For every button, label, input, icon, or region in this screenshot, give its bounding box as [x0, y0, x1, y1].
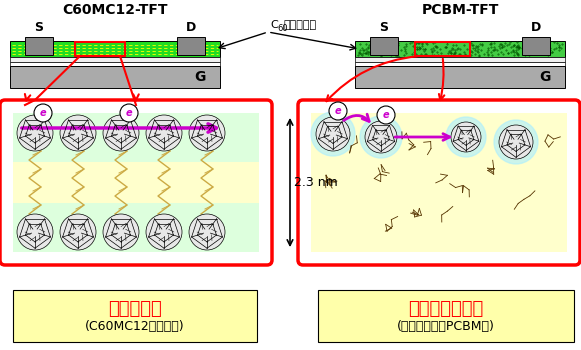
- Bar: [355, 62, 565, 66]
- Text: e: e: [40, 108, 46, 118]
- Bar: [13, 162, 259, 203]
- Circle shape: [17, 115, 53, 151]
- Text: e: e: [335, 106, 341, 116]
- Circle shape: [451, 122, 481, 152]
- Text: D: D: [186, 21, 196, 34]
- Circle shape: [377, 106, 395, 124]
- Circle shape: [103, 214, 139, 250]
- Circle shape: [365, 121, 397, 153]
- Circle shape: [103, 115, 139, 151]
- Bar: [355, 41, 565, 57]
- Bar: [522, 37, 550, 55]
- Text: e: e: [125, 108, 132, 118]
- Circle shape: [146, 214, 182, 250]
- Circle shape: [360, 116, 402, 158]
- Text: D: D: [531, 21, 541, 34]
- Bar: [355, 66, 565, 88]
- Text: (アモルファスPCBM膜): (アモルファスPCBM膜): [397, 320, 495, 333]
- Circle shape: [120, 104, 138, 122]
- Circle shape: [499, 125, 533, 159]
- Text: バンド伝導: バンド伝導: [108, 300, 162, 318]
- Bar: [10, 57, 220, 62]
- Circle shape: [329, 102, 347, 120]
- FancyBboxPatch shape: [298, 100, 580, 265]
- FancyBboxPatch shape: [0, 100, 272, 265]
- Text: S: S: [379, 21, 389, 34]
- Bar: [415, 42, 470, 56]
- Bar: [13, 113, 259, 252]
- Circle shape: [17, 214, 53, 250]
- Circle shape: [316, 117, 350, 151]
- Text: PCBM-TFT: PCBM-TFT: [421, 3, 498, 17]
- Circle shape: [189, 115, 225, 151]
- Bar: [355, 57, 565, 62]
- FancyBboxPatch shape: [318, 290, 574, 342]
- Circle shape: [60, 214, 96, 250]
- Circle shape: [446, 117, 486, 157]
- Text: C: C: [270, 20, 278, 30]
- Text: 60: 60: [277, 24, 288, 33]
- Text: G: G: [539, 70, 551, 84]
- Bar: [10, 62, 220, 66]
- Text: 2.3 nm: 2.3 nm: [294, 176, 338, 189]
- Circle shape: [34, 104, 52, 122]
- Bar: [311, 113, 567, 252]
- Bar: [10, 66, 220, 88]
- Text: e: e: [383, 110, 389, 120]
- Bar: [370, 37, 398, 55]
- Circle shape: [189, 214, 225, 250]
- Circle shape: [494, 120, 538, 164]
- Text: G: G: [194, 70, 206, 84]
- Text: S: S: [34, 21, 44, 34]
- Text: C60MC12-TFT: C60MC12-TFT: [62, 3, 168, 17]
- Circle shape: [311, 112, 355, 156]
- Bar: [25, 37, 53, 55]
- Text: 誘導体薄膜: 誘導体薄膜: [283, 20, 316, 30]
- Bar: [75, 42, 125, 56]
- FancyBboxPatch shape: [13, 290, 257, 342]
- Circle shape: [60, 115, 96, 151]
- Circle shape: [146, 115, 182, 151]
- Text: (C60MC12結晶粒中): (C60MC12結晶粒中): [85, 320, 185, 333]
- Bar: [177, 37, 205, 55]
- Bar: [10, 41, 220, 57]
- Text: ホッピング伝導: ホッピング伝導: [408, 300, 483, 318]
